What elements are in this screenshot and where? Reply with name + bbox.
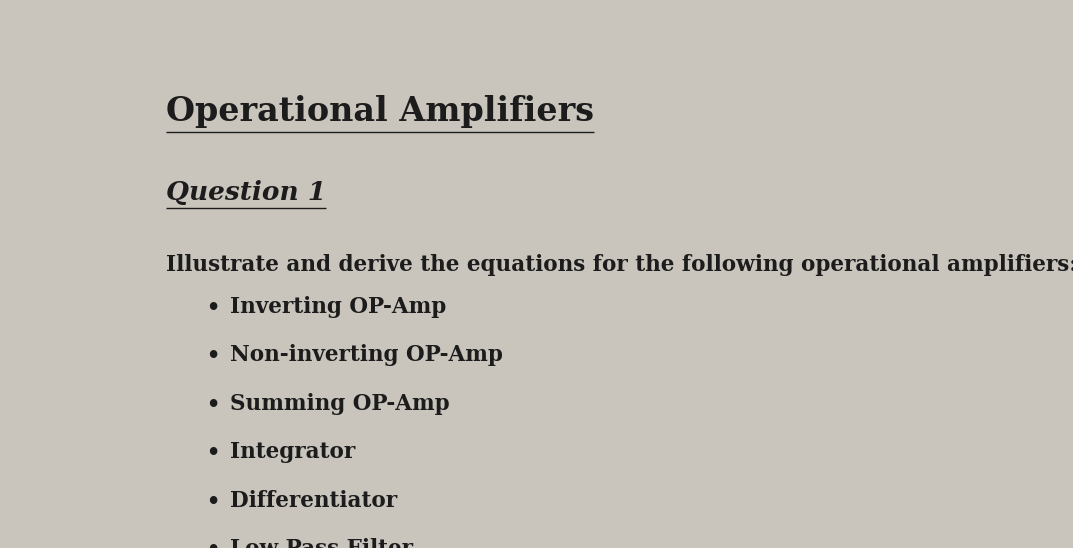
Text: Non-inverting OP-Amp: Non-inverting OP-Amp xyxy=(230,344,502,366)
Text: •: • xyxy=(206,344,221,369)
Text: Question 1: Question 1 xyxy=(165,180,326,205)
Text: Integrator: Integrator xyxy=(230,441,355,463)
Text: Differentiator: Differentiator xyxy=(230,490,397,512)
Text: •: • xyxy=(206,538,221,548)
Text: Illustrate and derive the equations for the following operational amplifiers: [2: Illustrate and derive the equations for … xyxy=(165,254,1073,276)
Text: Operational Amplifiers: Operational Amplifiers xyxy=(165,95,593,128)
Text: •: • xyxy=(206,296,221,321)
Text: •: • xyxy=(206,490,221,515)
Text: Inverting OP-Amp: Inverting OP-Amp xyxy=(230,296,446,318)
Text: Low Pass Filter: Low Pass Filter xyxy=(230,538,413,548)
Text: •: • xyxy=(206,393,221,418)
Text: •: • xyxy=(206,441,221,466)
Text: Summing OP-Amp: Summing OP-Amp xyxy=(230,393,450,415)
